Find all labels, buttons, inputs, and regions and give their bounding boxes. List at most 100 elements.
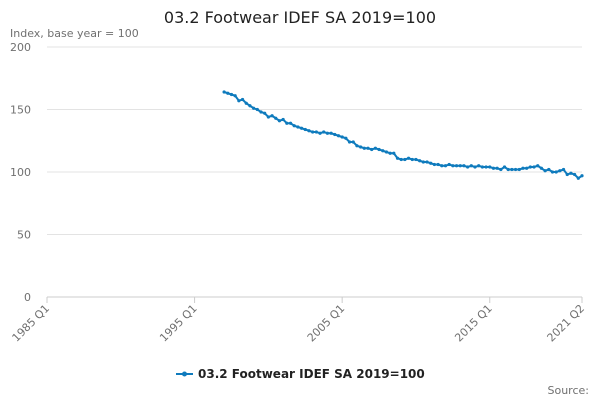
point — [477, 164, 481, 168]
point — [565, 172, 569, 177]
x-tick-label: 1995 Q1 — [157, 302, 200, 345]
point — [296, 125, 300, 129]
point — [270, 114, 274, 118]
point — [425, 160, 429, 164]
point — [377, 147, 381, 152]
point — [488, 165, 492, 169]
point — [303, 127, 307, 132]
point — [259, 110, 263, 114]
point — [484, 165, 488, 169]
point — [281, 117, 285, 122]
point — [255, 107, 259, 112]
point — [274, 116, 278, 120]
y-tick-label: 150 — [10, 104, 31, 117]
x-tick-label: 2015 Q1 — [452, 302, 495, 345]
point — [311, 130, 315, 134]
point — [573, 172, 577, 177]
point — [403, 157, 407, 162]
point — [277, 119, 282, 123]
point — [536, 164, 540, 168]
point — [440, 164, 444, 168]
point — [381, 149, 385, 153]
point — [429, 161, 433, 165]
point — [288, 121, 293, 125]
point — [539, 166, 544, 170]
point — [244, 101, 248, 105]
point — [322, 130, 326, 134]
point — [432, 162, 437, 167]
point — [318, 131, 322, 135]
point — [418, 159, 422, 163]
point — [443, 164, 448, 168]
point — [502, 165, 507, 169]
point — [384, 150, 389, 154]
point — [525, 166, 529, 170]
point — [336, 134, 341, 138]
point — [222, 90, 226, 94]
point — [410, 157, 414, 162]
point — [569, 171, 573, 175]
point — [510, 167, 514, 172]
point — [370, 147, 374, 152]
point — [373, 146, 377, 150]
point — [237, 99, 241, 103]
point — [248, 104, 252, 108]
point — [292, 124, 296, 128]
point — [414, 157, 418, 162]
point — [392, 151, 396, 155]
point — [307, 129, 311, 133]
legend-label: 03.2 Footwear IDEF SA 2019=100 — [198, 367, 425, 381]
x-tick-label: 2021 Q2 — [545, 302, 588, 345]
point — [473, 165, 477, 169]
point — [347, 140, 352, 144]
point — [580, 174, 584, 178]
point — [314, 130, 318, 134]
point — [344, 136, 348, 140]
legend-marker — [182, 371, 187, 377]
point — [240, 97, 245, 102]
point — [458, 164, 462, 168]
point — [499, 167, 503, 172]
point — [469, 164, 473, 168]
point — [285, 121, 289, 125]
point — [399, 157, 403, 162]
point — [506, 167, 510, 172]
y-tick-label: 0 — [24, 291, 31, 304]
chart-title: 03.2 Footwear IDEF SA 2019=100 — [164, 8, 436, 27]
point — [454, 164, 459, 168]
point — [513, 167, 518, 172]
point — [362, 146, 366, 150]
y-tick-label: 50 — [17, 229, 31, 242]
point — [395, 156, 400, 160]
point — [532, 165, 536, 169]
point — [355, 144, 359, 148]
x-tick-label: 2005 Q1 — [305, 302, 348, 345]
point — [252, 106, 256, 110]
point — [554, 170, 558, 174]
point — [351, 140, 355, 144]
point — [366, 146, 370, 150]
point — [561, 167, 566, 172]
point — [466, 165, 470, 169]
point — [340, 135, 344, 139]
point — [521, 166, 525, 170]
x-tick-label: 1985 Q1 — [10, 302, 53, 345]
point — [299, 126, 304, 130]
point — [550, 170, 555, 174]
point — [233, 94, 237, 98]
point — [263, 111, 267, 115]
point — [543, 169, 547, 173]
point — [528, 165, 532, 169]
point — [421, 160, 425, 164]
point — [447, 162, 451, 167]
point — [495, 166, 499, 170]
series-line — [223, 91, 583, 180]
point — [491, 166, 496, 170]
y-tick-label: 100 — [10, 166, 31, 179]
point — [329, 131, 333, 135]
point — [451, 164, 455, 168]
subtitle: Index, base year = 100 — [10, 27, 139, 40]
y-tick-label: 200 — [10, 41, 31, 54]
